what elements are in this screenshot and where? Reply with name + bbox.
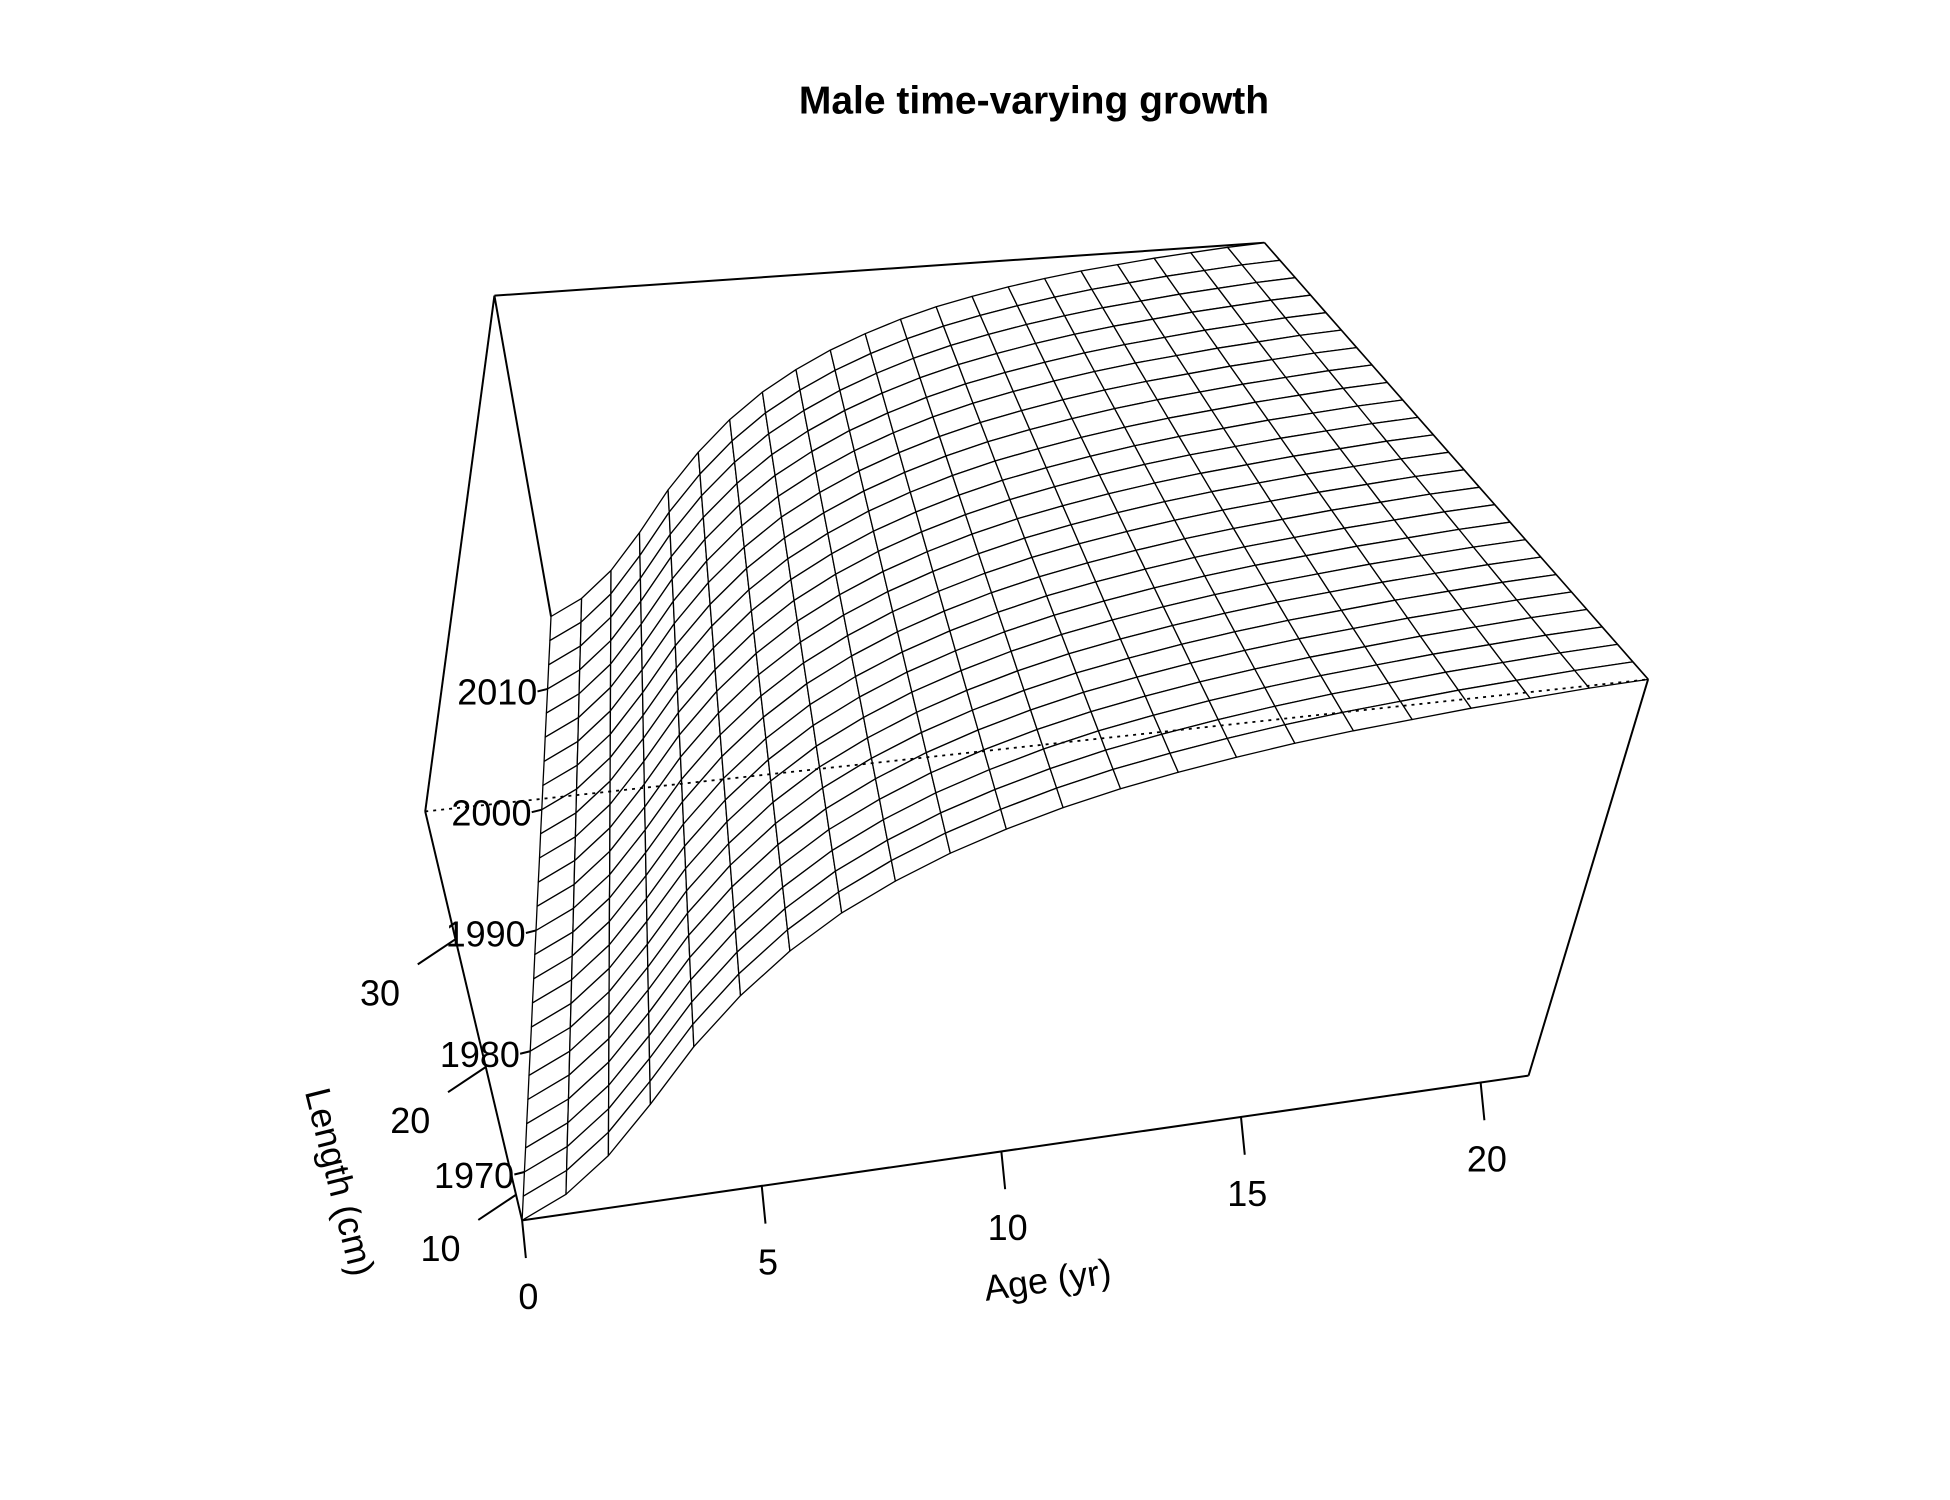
z-tick <box>477 1193 517 1221</box>
box-edge <box>494 241 1265 297</box>
x-tick <box>1239 1116 1246 1155</box>
x-tick-label: 10 <box>988 1207 1028 1248</box>
z-axis-title: Length (cm) <box>297 1084 383 1280</box>
x-tick-label: 5 <box>758 1242 778 1283</box>
y-tick <box>537 687 548 693</box>
y-tick-label: 2010 <box>457 672 537 713</box>
y-tick <box>519 1050 531 1055</box>
z-tick-label: 20 <box>390 1100 430 1141</box>
box-edge <box>521 1074 1529 1222</box>
y-tick <box>531 808 543 814</box>
x-tick-label: 20 <box>1467 1138 1507 1179</box>
x-tick <box>1000 1151 1007 1190</box>
x-tick <box>521 1220 527 1259</box>
x-tick-label: 0 <box>518 1276 538 1317</box>
x-tick <box>760 1185 767 1224</box>
box-edge <box>424 295 496 812</box>
z-tick <box>447 1066 487 1093</box>
y-tick-label: 1980 <box>440 1034 520 1075</box>
x-axis-title: Age (yr) <box>981 1250 1113 1308</box>
y-tick-label: 1970 <box>434 1155 514 1196</box>
box-edge <box>1527 679 1650 1076</box>
box-edge-hidden <box>425 678 1649 813</box>
y-tick-label: 2000 <box>451 792 531 833</box>
x-tick-label: 15 <box>1227 1173 1267 1214</box>
chart-title: Male time-varying growth <box>799 79 1269 122</box>
box-edge <box>424 811 524 1221</box>
y-tick <box>525 929 537 934</box>
box-edge <box>493 295 553 617</box>
x-tick <box>1479 1082 1486 1121</box>
z-tick-label: 10 <box>421 1228 461 1269</box>
z-tick-label: 30 <box>360 972 400 1013</box>
y-tick-label: 1990 <box>446 913 526 954</box>
z-tick <box>417 938 457 966</box>
y-tick <box>514 1171 525 1176</box>
